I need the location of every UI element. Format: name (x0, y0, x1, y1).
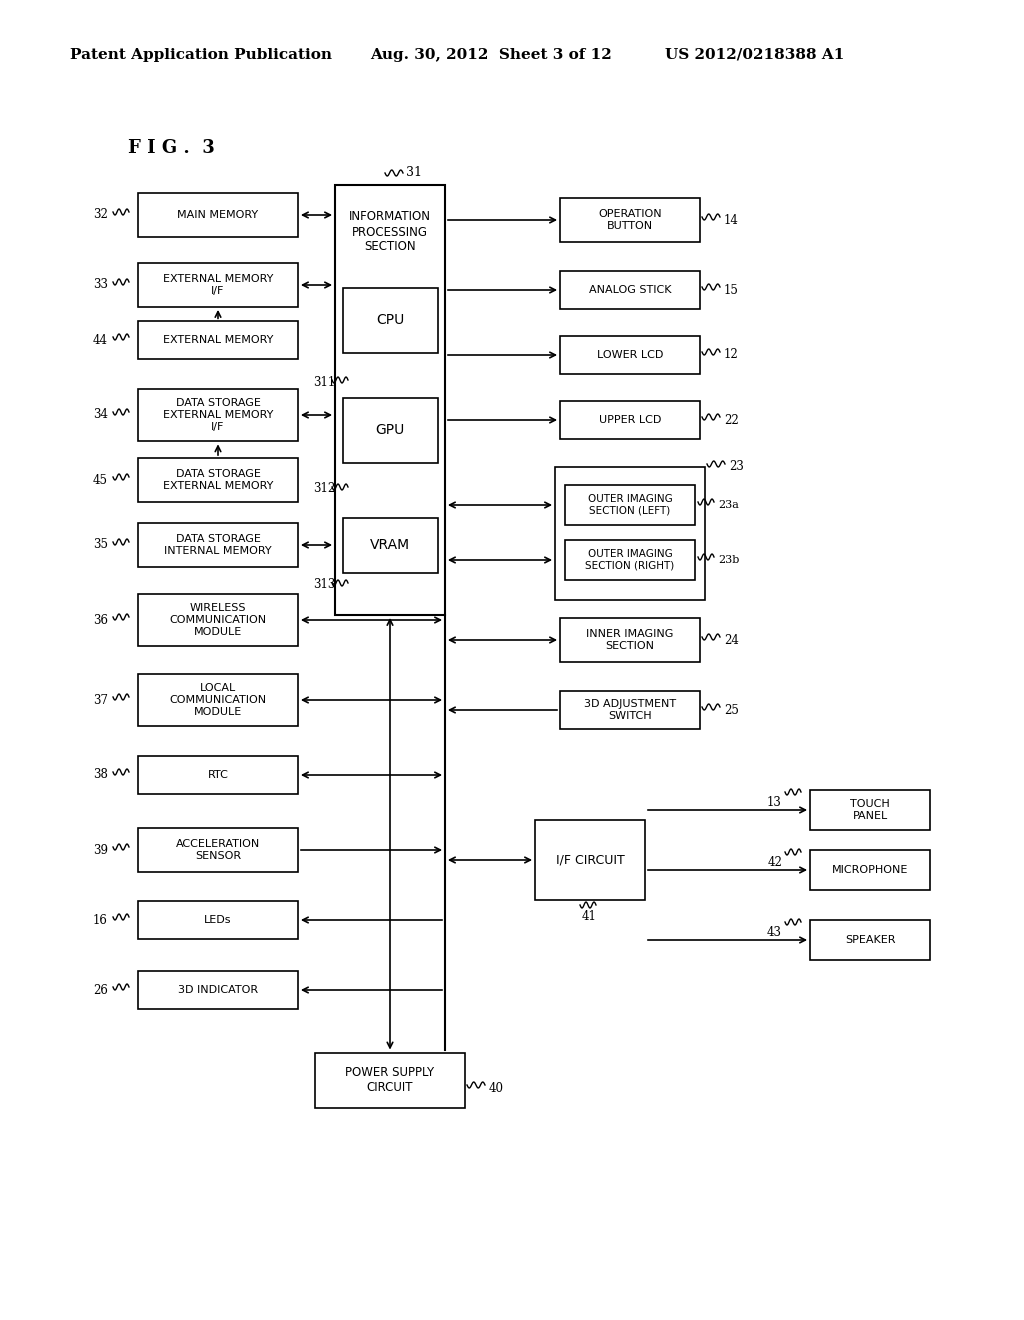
Text: 44: 44 (93, 334, 108, 346)
Text: POWER SUPPLY
CIRCUIT: POWER SUPPLY CIRCUIT (345, 1067, 434, 1094)
Bar (560, 692, 700, 729)
Text: 22: 22 (724, 413, 738, 426)
Text: 34: 34 (93, 408, 108, 421)
Bar (138, 321, 298, 359)
Text: 3D ADJUSTMENT
SWITCH: 3D ADJUSTMENT SWITCH (584, 700, 676, 721)
Text: INFORMATION
PROCESSING
SECTION: INFORMATION PROCESSING SECTION (349, 210, 431, 253)
Text: 23a: 23a (718, 500, 739, 510)
Text: SPEAKER: SPEAKER (845, 935, 895, 945)
Bar (555, 467, 705, 601)
Text: 31: 31 (406, 165, 422, 178)
Text: MICROPHONE: MICROPHONE (831, 865, 908, 875)
Text: 13: 13 (767, 796, 782, 808)
Bar (560, 618, 700, 663)
Text: INNER IMAGING
SECTION: INNER IMAGING SECTION (587, 630, 674, 651)
Bar (315, 1052, 465, 1107)
Text: 12: 12 (724, 348, 738, 362)
Bar (342, 517, 437, 573)
Text: EXTERNAL MEMORY: EXTERNAL MEMORY (163, 335, 273, 345)
Bar (335, 185, 445, 615)
Text: VRAM: VRAM (370, 539, 410, 552)
Text: OUTER IMAGING
SECTION (LEFT): OUTER IMAGING SECTION (LEFT) (588, 494, 673, 516)
Bar (138, 263, 298, 308)
Text: 311: 311 (313, 375, 335, 388)
Text: 26: 26 (93, 983, 108, 997)
Text: 35: 35 (93, 539, 108, 552)
Bar (138, 902, 298, 939)
Text: 14: 14 (724, 214, 739, 227)
Text: LEDs: LEDs (204, 915, 231, 925)
Text: DATA STORAGE
INTERNAL MEMORY: DATA STORAGE INTERNAL MEMORY (164, 535, 271, 556)
Bar (560, 337, 700, 374)
Text: 38: 38 (93, 768, 108, 781)
Text: OPERATION
BUTTON: OPERATION BUTTON (598, 209, 662, 231)
Bar (535, 820, 645, 900)
Text: 33: 33 (93, 279, 108, 292)
Bar (342, 288, 437, 352)
Bar (138, 673, 298, 726)
Text: 40: 40 (489, 1081, 504, 1094)
Bar (560, 198, 700, 242)
Bar (810, 920, 930, 960)
Text: CPU: CPU (376, 313, 404, 327)
Bar (560, 401, 700, 438)
Text: ACCELERATION
SENSOR: ACCELERATION SENSOR (176, 840, 260, 861)
Bar (138, 388, 298, 441)
Text: RTC: RTC (208, 770, 228, 780)
Text: US 2012/0218388 A1: US 2012/0218388 A1 (665, 48, 845, 62)
Text: 24: 24 (724, 634, 739, 647)
Text: GPU: GPU (376, 422, 404, 437)
Text: MAIN MEMORY: MAIN MEMORY (177, 210, 259, 220)
Text: Patent Application Publication: Patent Application Publication (70, 48, 332, 62)
Text: 45: 45 (93, 474, 108, 487)
Text: 23: 23 (729, 461, 743, 474)
Bar (138, 972, 298, 1008)
Text: 23b: 23b (718, 554, 739, 565)
Bar (342, 397, 437, 462)
Text: OUTER IMAGING
SECTION (RIGHT): OUTER IMAGING SECTION (RIGHT) (586, 549, 675, 570)
Text: 25: 25 (724, 704, 739, 717)
Text: 41: 41 (582, 909, 597, 923)
Text: Aug. 30, 2012  Sheet 3 of 12: Aug. 30, 2012 Sheet 3 of 12 (370, 48, 611, 62)
Text: 36: 36 (93, 614, 108, 627)
Text: 3D INDICATOR: 3D INDICATOR (178, 985, 258, 995)
Text: UPPER LCD: UPPER LCD (599, 414, 662, 425)
Bar (810, 850, 930, 890)
Text: 15: 15 (724, 284, 739, 297)
Text: DATA STORAGE
EXTERNAL MEMORY: DATA STORAGE EXTERNAL MEMORY (163, 469, 273, 491)
Text: 42: 42 (767, 855, 782, 869)
Text: LOCAL
COMMUNICATION
MODULE: LOCAL COMMUNICATION MODULE (169, 684, 266, 717)
Text: TOUCH
PANEL: TOUCH PANEL (850, 799, 890, 821)
Bar (138, 193, 298, 238)
Text: 313: 313 (313, 578, 336, 591)
Text: 37: 37 (93, 693, 108, 706)
Text: 16: 16 (93, 913, 108, 927)
Text: EXTERNAL MEMORY
I/F: EXTERNAL MEMORY I/F (163, 275, 273, 296)
Bar (565, 484, 695, 525)
Text: 32: 32 (93, 209, 108, 222)
Bar (560, 272, 700, 309)
Text: F I G .  3: F I G . 3 (128, 139, 215, 157)
Text: 312: 312 (313, 483, 335, 495)
Bar (138, 828, 298, 873)
Text: 43: 43 (767, 925, 782, 939)
Text: I/F CIRCUIT: I/F CIRCUIT (556, 854, 625, 866)
Bar (138, 594, 298, 647)
Text: LOWER LCD: LOWER LCD (597, 350, 664, 360)
Text: DATA STORAGE
EXTERNAL MEMORY
I/F: DATA STORAGE EXTERNAL MEMORY I/F (163, 399, 273, 432)
Bar (810, 789, 930, 830)
Bar (138, 523, 298, 568)
Bar (565, 540, 695, 579)
Text: ANALOG STICK: ANALOG STICK (589, 285, 672, 294)
Text: WIRELESS
COMMUNICATION
MODULE: WIRELESS COMMUNICATION MODULE (169, 603, 266, 636)
Bar (138, 756, 298, 793)
Bar (138, 458, 298, 502)
Text: 39: 39 (93, 843, 108, 857)
